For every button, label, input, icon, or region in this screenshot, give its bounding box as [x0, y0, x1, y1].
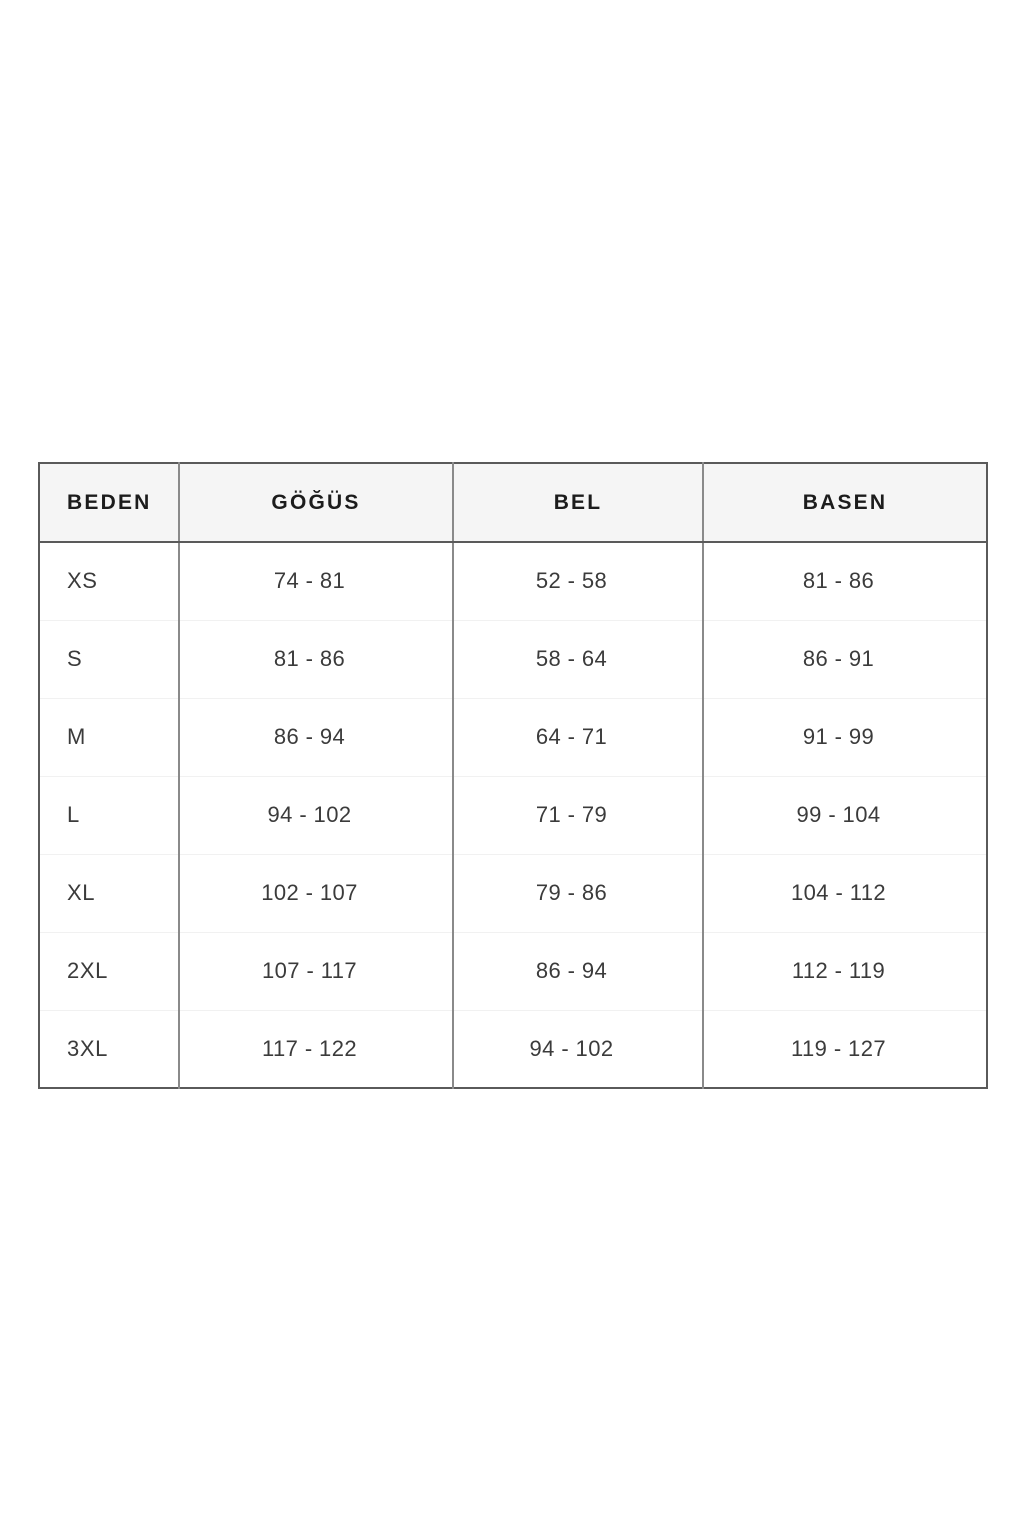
cell-size: M: [39, 697, 180, 776]
cell-size: XL: [39, 853, 180, 932]
cell-basen: 99 - 104: [703, 775, 987, 854]
size-chart-body: XS 74 - 81 52 - 58 81 - 86 S 81 - 86 58 …: [39, 542, 987, 1088]
table-row: XL 102 - 107 79 - 86 104 - 112: [39, 853, 987, 932]
cell-basen: 104 - 112: [703, 853, 987, 932]
column-header-beden: BEDEN: [39, 463, 180, 543]
cell-basen: 81 - 86: [703, 542, 987, 620]
cell-size: S: [39, 619, 180, 698]
cell-size: 3XL: [39, 1009, 180, 1088]
cell-gogus: 86 - 94: [179, 697, 454, 776]
cell-bel: 52 - 58: [453, 542, 704, 620]
table-row: 2XL 107 - 117 86 - 94 112 - 119: [39, 931, 987, 1010]
cell-gogus: 102 - 107: [179, 853, 454, 932]
size-chart-header: BEDEN GÖĞÜS BEL BASEN: [39, 463, 987, 543]
table-row: M 86 - 94 64 - 71 91 - 99: [39, 697, 987, 776]
cell-bel: 58 - 64: [453, 619, 704, 698]
cell-gogus: 107 - 117: [179, 931, 454, 1010]
column-header-basen: BASEN: [703, 463, 987, 543]
size-chart-container: BEDEN GÖĞÜS BEL BASEN XS 74 - 81 52 - 58…: [38, 462, 988, 1089]
table-row: S 81 - 86 58 - 64 86 - 91: [39, 619, 987, 698]
cell-size: L: [39, 775, 180, 854]
cell-bel: 64 - 71: [453, 697, 704, 776]
column-header-bel: BEL: [453, 463, 704, 543]
table-row: 3XL 117 - 122 94 - 102 119 - 127: [39, 1009, 987, 1088]
cell-bel: 94 - 102: [453, 1009, 704, 1088]
cell-bel: 86 - 94: [453, 931, 704, 1010]
cell-basen: 91 - 99: [703, 697, 987, 776]
cell-gogus: 81 - 86: [179, 619, 454, 698]
cell-size: XS: [39, 542, 180, 620]
cell-bel: 79 - 86: [453, 853, 704, 932]
cell-basen: 86 - 91: [703, 619, 987, 698]
cell-basen: 112 - 119: [703, 931, 987, 1010]
table-row: L 94 - 102 71 - 79 99 - 104: [39, 775, 987, 854]
cell-gogus: 74 - 81: [179, 542, 454, 620]
cell-bel: 71 - 79: [453, 775, 704, 854]
cell-basen: 119 - 127: [703, 1009, 987, 1088]
cell-size: 2XL: [39, 931, 180, 1010]
size-chart-table: BEDEN GÖĞÜS BEL BASEN XS 74 - 81 52 - 58…: [38, 462, 988, 1089]
table-row: XS 74 - 81 52 - 58 81 - 86: [39, 542, 987, 620]
cell-gogus: 117 - 122: [179, 1009, 454, 1088]
cell-gogus: 94 - 102: [179, 775, 454, 854]
header-row: BEDEN GÖĞÜS BEL BASEN: [39, 463, 987, 543]
column-header-gogus: GÖĞÜS: [179, 463, 454, 543]
